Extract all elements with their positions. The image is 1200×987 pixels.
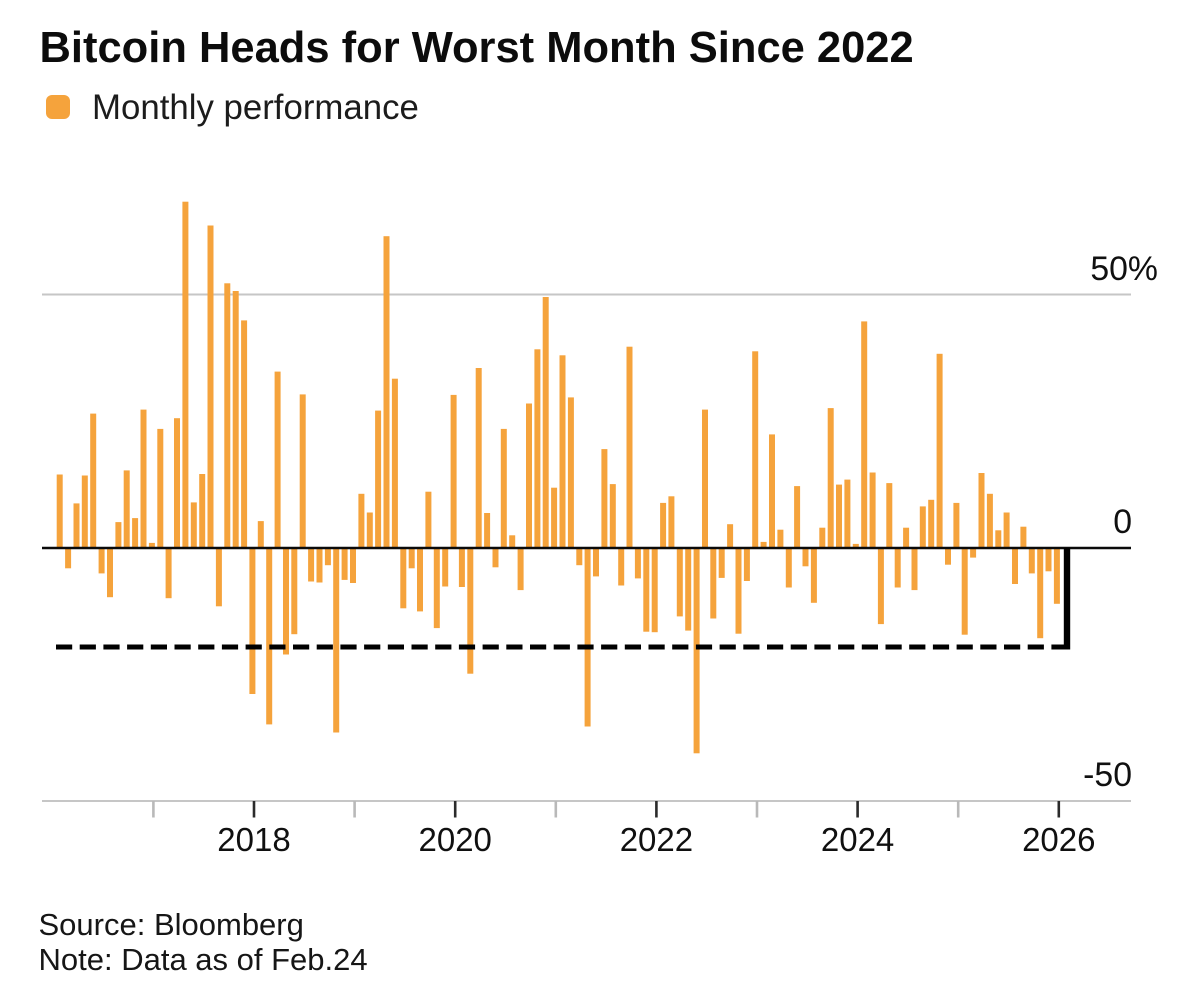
svg-text:2018: 2018: [217, 821, 290, 858]
svg-text:Bitcoin Heads for Worst Month: Bitcoin Heads for Worst Month Since 2022: [40, 24, 914, 72]
svg-text:2020: 2020: [418, 821, 491, 858]
svg-text:2024: 2024: [821, 821, 894, 858]
svg-text:Note: Data as of Feb.24: Note: Data as of Feb.24: [39, 942, 368, 977]
svg-text:2022: 2022: [620, 821, 693, 858]
svg-text:50%: 50%: [1090, 250, 1158, 288]
svg-text:Monthly performance: Monthly performance: [92, 88, 419, 127]
svg-text:2026: 2026: [1022, 821, 1095, 858]
svg-text:0: 0: [1113, 503, 1132, 541]
svg-text:-50: -50: [1083, 756, 1132, 794]
svg-text:Source: Bloomberg: Source: Bloomberg: [39, 907, 304, 942]
